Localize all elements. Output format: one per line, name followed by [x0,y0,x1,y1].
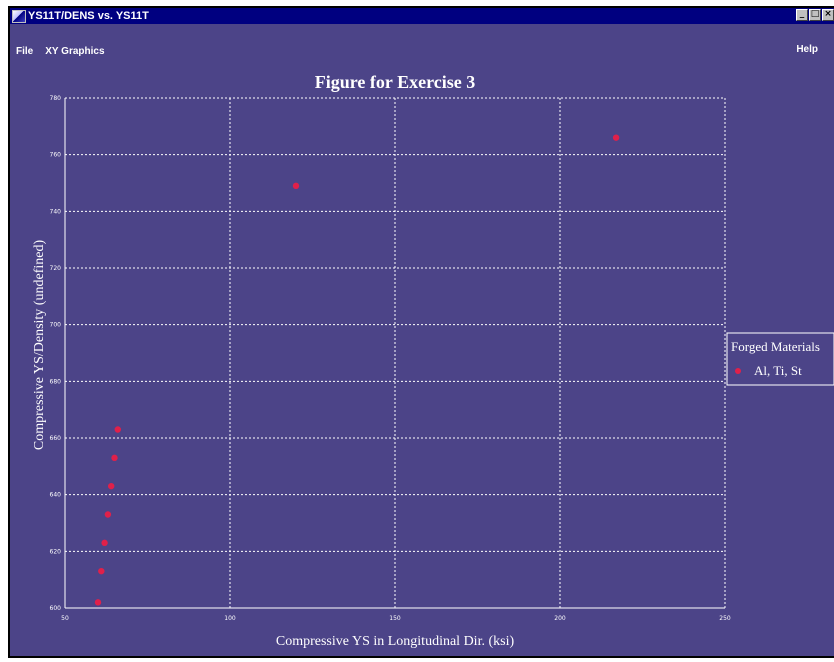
data-point-0-4 [108,482,115,490]
x-tick-label-2: 150 [389,615,401,622]
legend-title: Forged Materials [731,339,820,354]
menubar-background [10,24,834,60]
grid-lines [64,97,726,609]
menu-bar: File XY Graphics Help [10,43,834,59]
data-point-0-3 [104,511,112,518]
x-axis-label: Compressive YS in Longitudinal Dir. (ksi… [276,634,515,649]
y-tick-label-6: 720 [50,265,62,272]
app-icon [12,9,26,23]
menu-help[interactable]: Help [796,44,818,55]
menu-file[interactable]: File [16,45,34,57]
data-points [94,134,620,606]
menu-xy-graphics[interactable]: XY Graphics [45,45,105,57]
title-bar[interactable]: YS11T/DENS vs. YS11T _ □ × [10,8,834,24]
tick-labels: 50 100 150 200 250 600 620 640 660 680 700 720 740 76… [50,95,731,622]
x-tick-label-3: 200 [554,615,566,622]
data-point-0-5 [111,454,118,462]
data-point-0-2 [101,539,108,547]
y-tick-label-8: 760 [50,152,62,159]
data-point-0-1 [98,567,105,575]
plot-background [10,60,834,656]
y-axis-label: Compressive YS/Density (undefined) [32,240,47,451]
maximize-button[interactable]: □ [809,9,821,21]
legend-series-label: Al, Ti, St [754,363,802,378]
legend[interactable]: Forged Materials Al, Ti, St [726,332,834,386]
y-tick-label-5: 700 [50,322,62,329]
y-tick-label-4: 680 [50,378,62,385]
window-controls: _ □ × [796,9,834,21]
x-tick-label-0: 50 [61,615,69,622]
window-title: YS11T/DENS vs. YS11T [28,10,149,22]
y-tick-label-0: 600 [50,605,62,612]
data-point-0-7 [292,182,300,190]
y-tick-label-9: 780 [50,95,62,102]
y-tick-label-1: 620 [50,548,62,555]
y-tick-label-7: 740 [50,208,62,215]
data-point-0-0 [94,599,102,606]
chart-title: Figure for Exercise 3 [315,72,475,92]
y-tick-label-2: 640 [50,492,62,499]
x-tick-label-4: 250 [719,615,731,622]
axes [64,98,725,609]
legend-marker [735,368,741,374]
x-tick-label-1: 100 [224,615,236,622]
data-point-0-8 [612,134,620,141]
y-tick-label-3: 660 [50,435,62,442]
legend-box [726,332,834,386]
minimize-button[interactable]: _ [796,9,808,21]
data-point-0-6 [114,426,122,433]
